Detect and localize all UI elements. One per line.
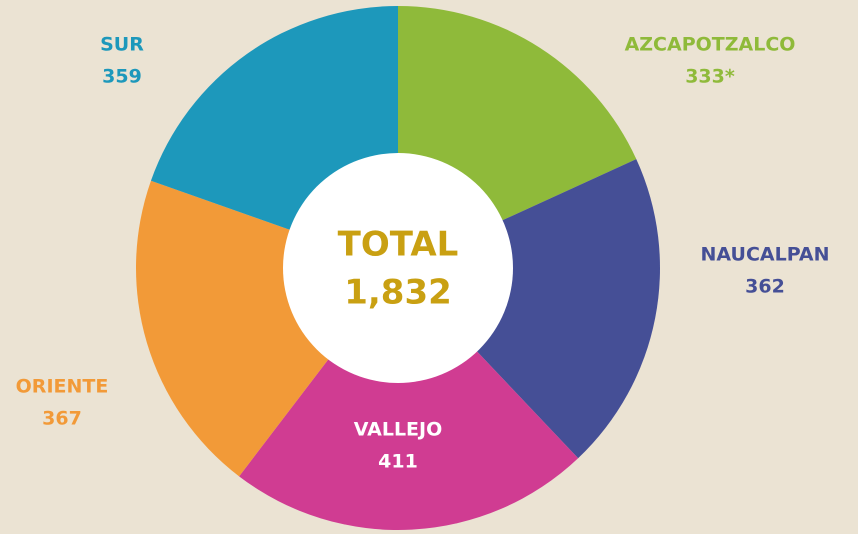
category-label: ORIENTE [16, 376, 109, 398]
value-label: 362 [745, 276, 785, 298]
donut-hole [283, 153, 513, 383]
category-label: VALLEJO [354, 419, 443, 441]
slice [239, 268, 579, 531]
category-label: NAUCALPAN [701, 244, 830, 266]
category-label: AZCAPOTZALCO [625, 34, 796, 56]
value-label: 333* [685, 66, 735, 88]
center-value: 1,832 [344, 273, 452, 313]
category-label: SUR [100, 34, 144, 56]
value-label: 367 [42, 408, 82, 430]
value-label: 411 [378, 451, 418, 473]
labels: AZCAPOTZALCO 333* NAUCALPAN 362 VALLEJO 411 OR… [16, 34, 830, 473]
center-title: TOTAL [338, 225, 459, 265]
value-label: 359 [102, 66, 142, 88]
slice [398, 159, 660, 459]
